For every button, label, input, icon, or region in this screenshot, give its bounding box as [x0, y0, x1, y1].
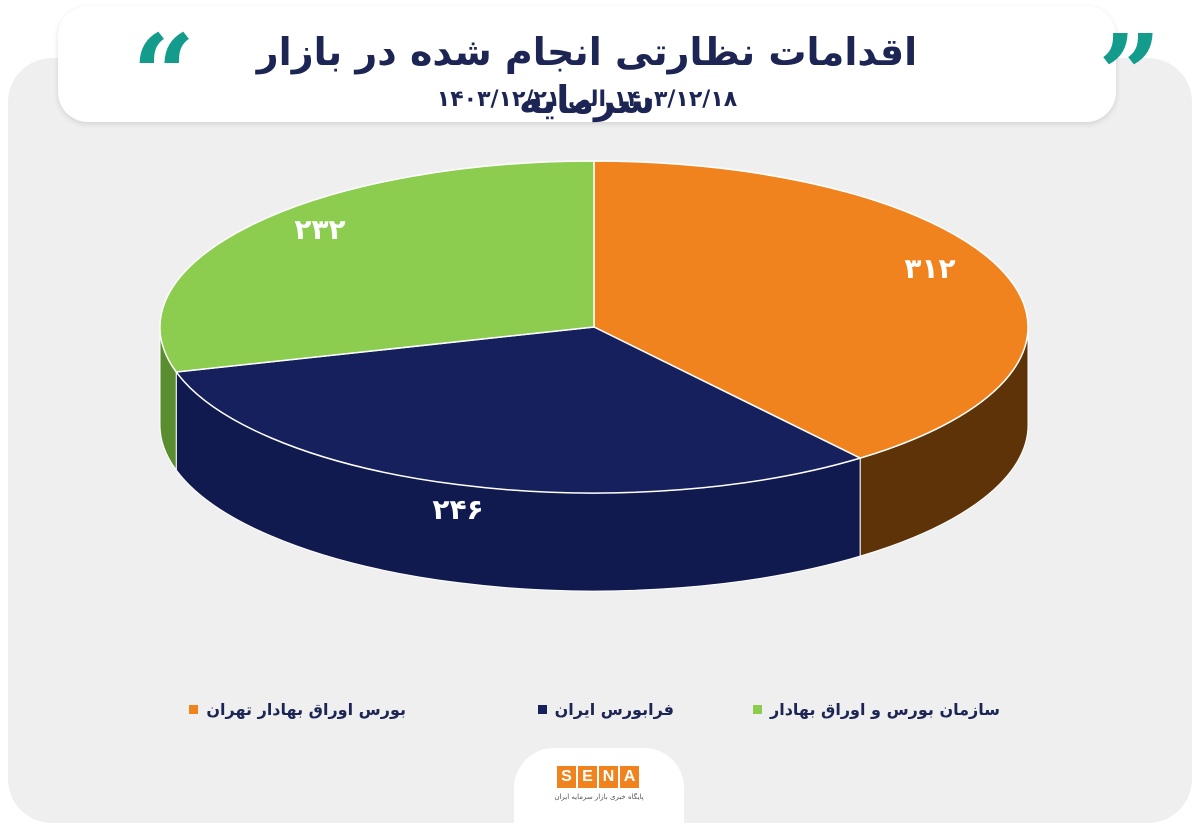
open-quote-icon: “	[132, 10, 196, 139]
legend-swatch	[189, 705, 199, 714]
legend-label: بورس اوراق بهادار تهران	[206, 700, 406, 719]
pie-slice	[159, 160, 595, 373]
logo-tagline: پایگاه خبری بازار سرمایه ایران	[554, 793, 644, 801]
title-box: “ ” اقدامات نظارتی انجام شده در بازار سر…	[58, 6, 1161, 130]
chart-legend: بورس اوراق بهادار تهران فرابورس ایران سا…	[0, 700, 1200, 730]
pie-value-label: ۲۳۲	[294, 213, 345, 246]
legend-item-farabourse: فرابورس ایران	[537, 700, 674, 719]
legend-swatch	[537, 705, 547, 714]
logo-letter: E	[578, 766, 597, 788]
pie-value-label: ۳۱۲	[904, 252, 955, 285]
sena-logo: S E N A پایگاه خبری بازار سرمایه ایران	[514, 748, 684, 824]
chart-title: اقدامات نظارتی انجام شده در بازار سرمایه	[256, 30, 918, 122]
legend-item-tehran: بورس اوراق بهادار تهران	[189, 700, 406, 719]
logo-letter: S	[557, 766, 576, 788]
pie-value-label: ۲۴۶	[432, 493, 483, 526]
pie-slice	[593, 160, 1029, 459]
logo-mark: S E N A	[557, 766, 639, 788]
chart-subtitle: ۱۴۰۳/۱۲/۱۸ الی ۱۴۰۳/۱۲/۲۱	[436, 87, 738, 112]
logo-letter: N	[599, 766, 618, 788]
legend-label: فرابورس ایران	[554, 700, 674, 719]
close-quote-icon: ”	[1098, 10, 1162, 139]
logo-letter: A	[620, 766, 639, 788]
legend-swatch	[753, 705, 762, 714]
pie-slice	[174, 326, 863, 494]
legend-item-seo: سازمان بورس و اوراق بهادار	[753, 700, 1000, 719]
legend-label: سازمان بورس و اوراق بهادار	[770, 700, 1000, 719]
